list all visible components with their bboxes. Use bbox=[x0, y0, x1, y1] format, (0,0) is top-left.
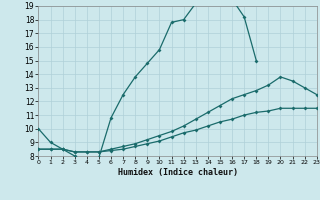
X-axis label: Humidex (Indice chaleur): Humidex (Indice chaleur) bbox=[118, 168, 238, 177]
